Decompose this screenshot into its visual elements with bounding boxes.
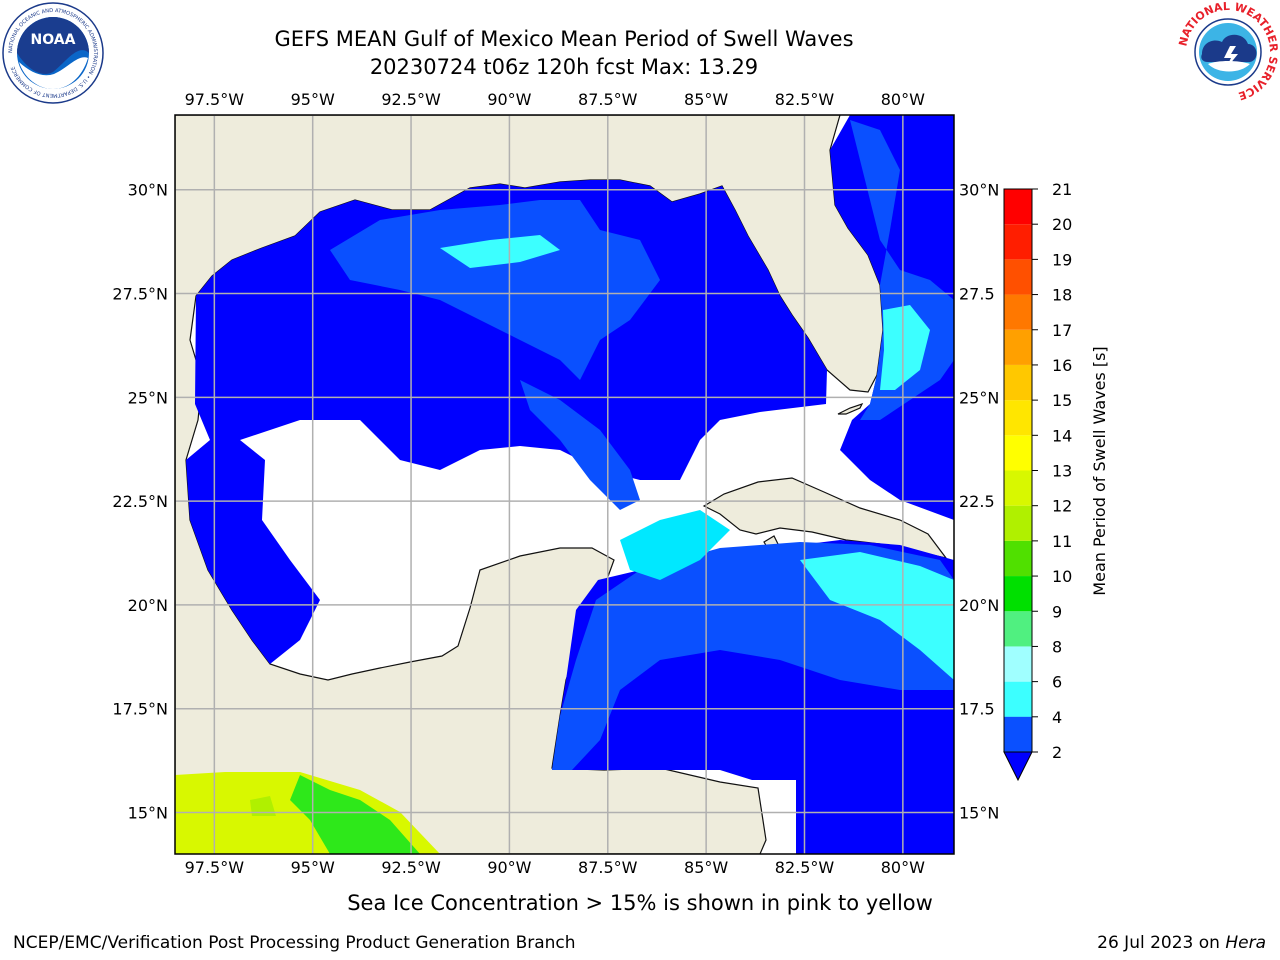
- lat-label-right: 22.5: [959, 492, 995, 511]
- colorbar-tick-label: 10: [1052, 567, 1072, 586]
- colorbar-bin: [1004, 470, 1032, 506]
- colorbar-bin: [1004, 646, 1032, 682]
- colorbar-tick-label: 12: [1052, 497, 1072, 516]
- colorbar-tick-label: 11: [1052, 532, 1072, 551]
- lon-label-bottom: 92.5°W: [381, 858, 441, 877]
- swell-gulf-southwest: [186, 440, 320, 664]
- lon-label-bottom: 90°W: [487, 858, 531, 877]
- colorbar-tick-label: 21: [1052, 180, 1072, 199]
- lat-label-left: 25°N: [128, 388, 168, 407]
- lat-label-right: 30°N: [959, 181, 999, 200]
- lat-label-right: 27.5: [959, 285, 995, 304]
- colorbar-extend-min: [1003, 751, 1033, 782]
- colorbar-tick-label: 17: [1052, 321, 1072, 340]
- colorbar-tick-label: 9: [1052, 602, 1062, 621]
- colorbar-bin: [1004, 540, 1032, 577]
- colorbar-tick-label: 6: [1052, 673, 1062, 692]
- date-value: 26 Jul 2023 on: [1097, 933, 1226, 953]
- sea-ice-note: Sea Ice Concentration > 15% is shown in …: [347, 891, 933, 915]
- colorbar-bin: [1004, 329, 1032, 365]
- swell-caribbean-cyan: [620, 510, 730, 580]
- lon-label-top: 95°W: [291, 90, 335, 109]
- lat-label-right: 20°N: [959, 596, 999, 615]
- colorbar-tick-label: 8: [1052, 637, 1062, 656]
- lon-label-top: 82.5°W: [775, 90, 835, 109]
- colorbar-tick-label: 19: [1052, 250, 1072, 269]
- colorbar-tick-label: 18: [1052, 286, 1072, 305]
- chart-subtitle: 20230724 t06z 120h fcst Max: 13.29: [369, 55, 759, 79]
- colorbar-tick-label: 13: [1052, 462, 1072, 481]
- colorbar-tick-label: 16: [1052, 356, 1072, 375]
- swell-gulf-channel: [520, 380, 640, 510]
- lon-label-bottom: 85°W: [684, 858, 728, 877]
- lon-label-bottom: 80°W: [881, 858, 925, 877]
- lon-label-top: 85°W: [684, 90, 728, 109]
- lon-label-top: 97.5°W: [185, 90, 245, 109]
- map-area: [175, 115, 954, 854]
- colorbar-tick-label: 14: [1052, 426, 1072, 445]
- lat-label-right: 15°N: [959, 803, 999, 822]
- lon-label-top: 87.5°W: [578, 90, 638, 109]
- swell-atlantic-cyan: [880, 305, 930, 390]
- lon-label-top: 90°W: [487, 90, 531, 109]
- colorbar-bin: [1004, 224, 1032, 260]
- colorbar-bin: [1004, 259, 1032, 295]
- lon-label-top: 80°W: [881, 90, 925, 109]
- lon-label-bottom: 95°W: [291, 858, 335, 877]
- lat-label-right: 17.5: [959, 700, 995, 719]
- lon-label-top: 92.5°W: [381, 90, 441, 109]
- colorbar-bin: [1004, 364, 1032, 401]
- lon-label-bottom: 87.5°W: [578, 858, 638, 877]
- colorbar-label: Mean Period of Swell Waves [s]: [1090, 346, 1109, 595]
- graticule: [175, 115, 954, 854]
- noaa-logo: NATIONAL OCEANIC AND ATMOSPHERIC ADMINIS…: [2, 2, 104, 104]
- colorbar-bin: [1004, 435, 1032, 471]
- lat-label-left: 15°N: [128, 803, 168, 822]
- noaa-wordmark: NOAA: [31, 32, 76, 48]
- swell-gulf-mid: [330, 200, 660, 380]
- lat-label-right: 25°N: [959, 388, 999, 407]
- map-frame: [174, 114, 955, 855]
- colorbar-bin: [1004, 400, 1032, 436]
- swell-atlantic-mid: [850, 120, 954, 420]
- swell-caribbean-cyan-east: [800, 552, 954, 680]
- date-text: 26 Jul 2023 on Hera: [1097, 933, 1266, 953]
- colorbar-bin: [1004, 294, 1032, 330]
- colorbar-bin: [1004, 681, 1032, 717]
- colorbar-bin: [1004, 716, 1032, 752]
- swell-gulf-cyan: [440, 235, 560, 268]
- colorbar: 2 4 6 8 9 10 11 12 13 14 15 16 17 18 19 20 21: [1003, 180, 1072, 782]
- chart-title: GEFS MEAN Gulf of Mexico Mean Period of …: [274, 27, 854, 51]
- lon-label-bottom: 97.5°W: [185, 858, 245, 877]
- colorbar-bin: [1004, 576, 1032, 612]
- lat-label-left: 20°N: [128, 596, 168, 615]
- colorbar-tick-label: 15: [1052, 391, 1072, 410]
- lon-label-bottom: 82.5°W: [775, 858, 835, 877]
- colorbar-bin: [1004, 189, 1032, 225]
- lat-label-left: 17.5°N: [112, 700, 168, 719]
- colorbar-bin: [1004, 505, 1032, 541]
- land-keys: [837, 402, 864, 415]
- colorbar-tick-label: 4: [1052, 708, 1062, 727]
- lat-label-left: 27.5°N: [112, 285, 168, 304]
- host-name: Hera: [1225, 933, 1266, 953]
- colorbar-bin: [1004, 611, 1032, 647]
- swell-field: [186, 115, 954, 854]
- lat-label-left: 30°N: [128, 181, 168, 200]
- nws-logo: NATIONAL WEATHER SERVICE: [1178, 2, 1278, 102]
- credit-text: NCEP/EMC/Verification Post Processing Pr…: [13, 933, 576, 953]
- colorbar-tick-label: 20: [1052, 215, 1072, 234]
- lat-label-left: 22.5°N: [112, 492, 168, 511]
- tick-labels: 97.5°W 97.5°W 95°W 95°W 92.5°W 92.5°W 90°W 90°W…: [112, 90, 999, 877]
- colorbar-tick-label: 2: [1052, 743, 1062, 762]
